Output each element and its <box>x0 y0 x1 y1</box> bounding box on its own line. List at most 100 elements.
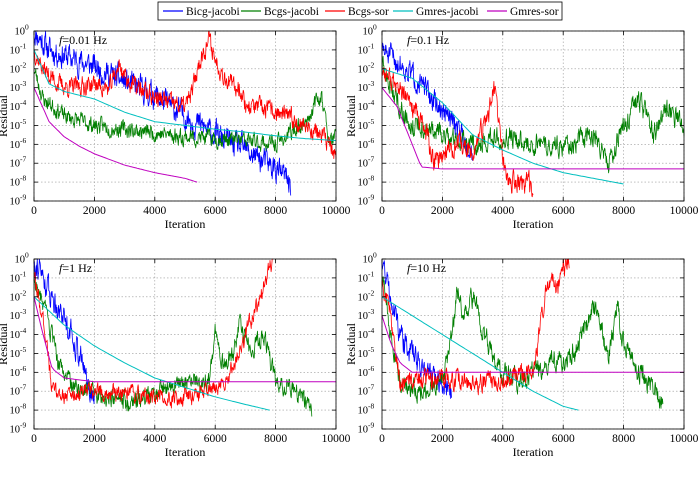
y-tick-label: 10 <box>358 349 369 360</box>
y-tick-label-exponent: -1 <box>20 41 26 50</box>
y-tick-label-exponent: -1 <box>368 41 374 50</box>
series-layer <box>33 258 336 417</box>
legend-label-bcgs-jacobi: Bcgs-jacobi <box>264 6 319 18</box>
legend: Bicg-jacobi Bcgs-jacobi Bcgs-sor Gmres-j… <box>157 1 563 21</box>
series-line-gmres-sor <box>381 87 684 170</box>
x-tick-label: 4000 <box>491 433 514 445</box>
y-tick-label-exponent: -5 <box>20 117 26 126</box>
y-tick-label: 10 <box>10 406 21 417</box>
y-tick-label-exponent: -8 <box>368 402 374 411</box>
x-tick-label: 8000 <box>612 433 635 445</box>
y-tick-label: 10 <box>10 425 21 436</box>
x-tick-label: 6000 <box>552 205 575 217</box>
frequency-value: =0.1 Hz <box>410 33 449 47</box>
y-tick-label: 10 <box>358 368 369 379</box>
y-tick-label-exponent: -7 <box>20 383 26 392</box>
y-tick-label-exponent: -3 <box>20 307 26 316</box>
y-tick-label: 10 <box>358 273 369 284</box>
series-line-bcgs-jacobi <box>381 276 664 409</box>
series-line-bcgs-sor <box>381 258 570 396</box>
y-tick-label-exponent: -3 <box>20 79 26 88</box>
legend-label-bicg-jacobi: Bicg-jacobi <box>186 6 240 18</box>
y-tick-label: 10 <box>15 255 26 266</box>
y-tick-label: 10 <box>358 178 369 189</box>
y-tick-label: 10 <box>358 64 369 75</box>
y-tick-label-exponent: -2 <box>20 60 26 69</box>
plot-frame <box>33 258 337 430</box>
x-tick-label: 0 <box>31 205 37 217</box>
frequency-value: =0.01 Hz <box>62 33 107 47</box>
y-tick-label-exponent: -1 <box>20 269 26 278</box>
frequency-annotation: f=0.01 Hz <box>59 33 107 47</box>
ticks <box>381 258 685 430</box>
y-axis-label: Residual <box>344 322 358 365</box>
y-tick-label-exponent: -5 <box>368 117 374 126</box>
y-tick-label-exponent: -7 <box>368 155 374 164</box>
x-tick-label: 10000 <box>322 433 351 445</box>
x-tick-label: 4000 <box>143 433 166 445</box>
y-tick-label-exponent: -5 <box>20 345 26 354</box>
y-tick-label: 10 <box>10 102 21 113</box>
x-axis-label: Iteration <box>165 217 206 231</box>
x-tick-label: 8000 <box>264 205 287 217</box>
legend-item-bcgs-jacobi: Bcgs-jacobi <box>241 6 319 18</box>
x-tick-labels: 0 2000 4000 6000 8000 10000 <box>31 205 351 217</box>
y-tick-label: 10 <box>10 273 21 284</box>
x-tick-label: 10000 <box>670 205 699 217</box>
y-tick-label-exponent: -9 <box>368 421 374 430</box>
legend-label-gmres-jacobi: Gmres-jacobi <box>416 6 479 18</box>
y-tick-label-exponent: -4 <box>368 98 374 107</box>
legend-item-bicg-jacobi: Bicg-jacobi <box>163 6 240 18</box>
x-tick-label: 8000 <box>612 205 635 217</box>
y-tick-label-exponent: -9 <box>20 193 26 202</box>
y-tick-label: 10 <box>10 121 21 132</box>
y-axis-label: Residual <box>0 322 10 365</box>
y-tick-label-exponent: -2 <box>368 60 374 69</box>
y-tick-label-exponent: -5 <box>368 345 374 354</box>
y-tick-label: 10 <box>358 121 369 132</box>
y-tick-label-exponent: -1 <box>368 269 374 278</box>
y-tick-label: 10 <box>15 27 26 38</box>
y-tick-label: 10 <box>358 45 369 56</box>
y-tick-label: 10 <box>10 45 21 56</box>
frequency-variable: f <box>59 33 64 47</box>
y-tick-label-exponent: -3 <box>368 79 374 88</box>
series-layer <box>33 30 337 196</box>
ticks <box>33 258 337 430</box>
series-line-bcgs-sor <box>33 30 337 160</box>
y-tick-label-exponent: -8 <box>20 174 26 183</box>
y-tick-label-exponent: -6 <box>20 136 26 145</box>
y-tick-label: 10 <box>358 425 369 436</box>
x-tick-label: 6000 <box>204 433 227 445</box>
x-tick-label: 2000 <box>83 433 106 445</box>
y-tick-label-exponent: 0 <box>373 23 377 32</box>
y-tick-label-exponent: -6 <box>368 136 374 145</box>
series-line-gmres-jacobi <box>33 296 270 411</box>
series-line-gmres-sor <box>33 296 336 383</box>
legend-item-bcgs-sor: Bcgs-sor <box>325 6 389 18</box>
plot-frame <box>381 258 685 430</box>
y-tick-label: 10 <box>10 330 21 341</box>
y-tick-label: 10 <box>358 406 369 417</box>
y-tick-label: 10 <box>358 83 369 94</box>
series-line-gmres-jacobi <box>381 68 624 185</box>
plot-frame <box>381 30 685 202</box>
series-line-gmres-sor <box>33 87 198 183</box>
y-tick-label-exponent: -8 <box>20 402 26 411</box>
x-tick-label: 2000 <box>83 205 106 217</box>
y-tick-label-exponent: -3 <box>368 307 374 316</box>
y-tick-label-exponent: -8 <box>368 174 374 183</box>
x-tick-label: 0 <box>31 433 37 445</box>
series-line-bcgs-jacobi <box>381 56 685 174</box>
series-line-bcgs-sor <box>381 67 534 198</box>
legend-label-bcgs-sor: Bcgs-sor <box>348 6 389 18</box>
x-tick-label: 0 <box>379 205 385 217</box>
y-tick-label: 10 <box>358 330 369 341</box>
series-line-bicg-jacobi <box>33 258 95 405</box>
ticks <box>381 30 685 202</box>
frequency-value: =1 Hz <box>62 261 92 275</box>
